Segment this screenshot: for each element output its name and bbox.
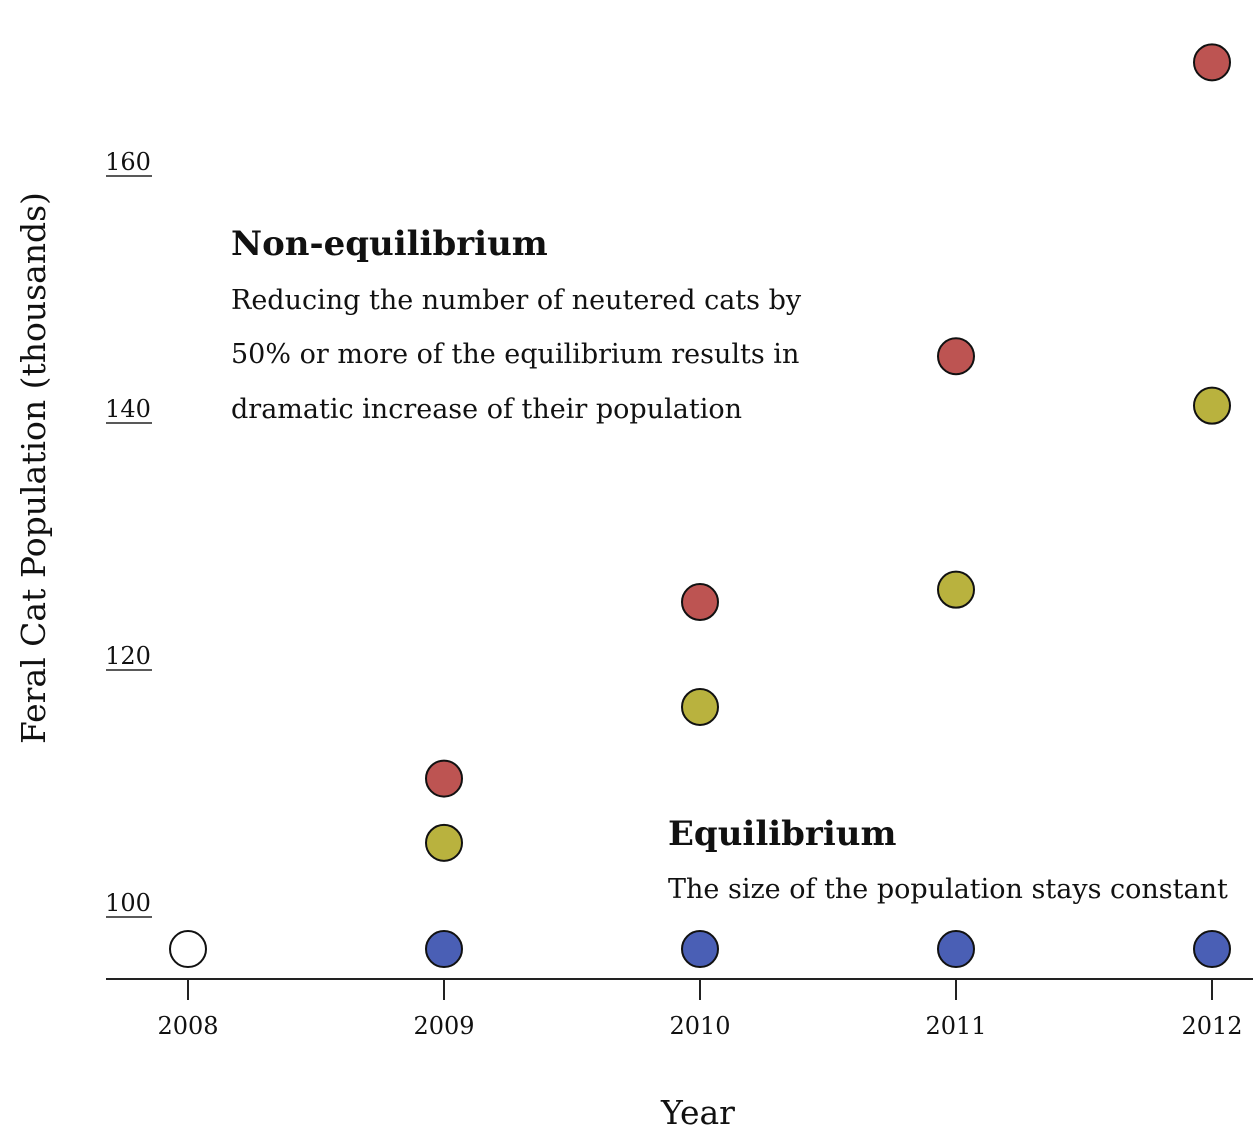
x-tick-label: 2009 bbox=[413, 1012, 474, 1040]
data-point bbox=[425, 759, 463, 798]
x-tick-label: 2012 bbox=[1181, 1012, 1242, 1040]
annotation-line-3: dramatic increase of their population bbox=[231, 394, 742, 425]
x-tick-label: 2011 bbox=[925, 1012, 986, 1040]
data-point bbox=[681, 930, 719, 969]
data-point bbox=[937, 337, 975, 376]
data-points bbox=[169, 43, 1231, 969]
y-tick-label: 140 bbox=[105, 395, 151, 423]
x-tick-label: 2010 bbox=[669, 1012, 730, 1040]
equilibrium-annotation: Equilibrium The size of the population s… bbox=[668, 814, 1228, 905]
annotation-line-2: 50% or more of the equilibrium results i… bbox=[231, 339, 799, 370]
data-point bbox=[425, 823, 463, 862]
data-point bbox=[937, 930, 975, 969]
y-axis: 100 120 140 160 bbox=[105, 148, 152, 918]
data-point bbox=[937, 570, 975, 609]
x-axis: 2008 2009 2010 2011 2012 bbox=[157, 979, 1243, 1040]
data-point bbox=[1193, 386, 1231, 425]
data-point bbox=[169, 930, 207, 969]
data-point bbox=[425, 930, 463, 969]
x-axis-title: Year bbox=[660, 1093, 735, 1130]
annotation-title-non-equilibrium: Non-equilibrium bbox=[231, 224, 548, 264]
data-point bbox=[681, 687, 719, 726]
non-equilibrium-annotation: Non-equilibrium Reducing the number of n… bbox=[231, 224, 802, 425]
y-axis-title: Feral Cat Population (thousands) bbox=[14, 192, 53, 744]
x-tick-label: 2008 bbox=[157, 1012, 218, 1040]
y-tick-label: 100 bbox=[105, 889, 151, 917]
annotation-line-1: Reducing the number of neutered cats by bbox=[231, 285, 802, 316]
annotation-title-equilibrium: Equilibrium bbox=[668, 814, 896, 854]
annotation-line-equilibrium: The size of the population stays constan… bbox=[668, 874, 1228, 905]
data-point bbox=[1193, 43, 1231, 82]
y-tick-label: 160 bbox=[105, 148, 151, 176]
data-point bbox=[681, 583, 719, 622]
y-tick-label: 120 bbox=[105, 642, 151, 670]
data-point bbox=[1193, 930, 1231, 969]
